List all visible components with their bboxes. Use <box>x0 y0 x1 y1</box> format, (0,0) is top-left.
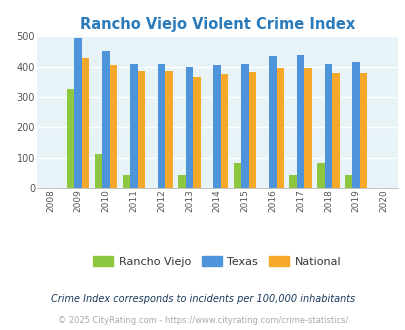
Bar <box>316 163 324 188</box>
Bar <box>233 163 241 188</box>
Bar <box>137 71 145 188</box>
Bar <box>352 62 359 188</box>
Bar <box>248 72 256 188</box>
Bar <box>165 71 173 188</box>
Bar <box>344 175 352 188</box>
Bar <box>94 154 102 188</box>
Bar <box>82 57 89 188</box>
Bar <box>276 68 283 188</box>
Bar <box>331 73 339 188</box>
Bar <box>289 175 296 188</box>
Bar <box>109 65 117 188</box>
Legend: Rancho Viejo, Texas, National: Rancho Viejo, Texas, National <box>88 251 345 271</box>
Bar <box>67 89 74 188</box>
Bar <box>102 51 109 188</box>
Bar <box>130 64 137 188</box>
Bar <box>304 69 311 188</box>
Bar <box>220 74 228 188</box>
Bar <box>178 175 185 188</box>
Bar <box>185 67 193 188</box>
Bar <box>359 73 367 188</box>
Bar <box>74 38 82 188</box>
Bar <box>122 175 130 188</box>
Bar <box>158 64 165 188</box>
Text: Crime Index corresponds to incidents per 100,000 inhabitants: Crime Index corresponds to incidents per… <box>51 294 354 304</box>
Bar <box>324 64 331 188</box>
Bar <box>193 77 200 188</box>
Bar <box>296 55 304 188</box>
Text: © 2025 CityRating.com - https://www.cityrating.com/crime-statistics/: © 2025 CityRating.com - https://www.city… <box>58 316 347 325</box>
Bar <box>241 64 248 188</box>
Title: Rancho Viejo Violent Crime Index: Rancho Viejo Violent Crime Index <box>79 17 354 32</box>
Bar <box>213 65 220 188</box>
Bar <box>269 56 276 188</box>
